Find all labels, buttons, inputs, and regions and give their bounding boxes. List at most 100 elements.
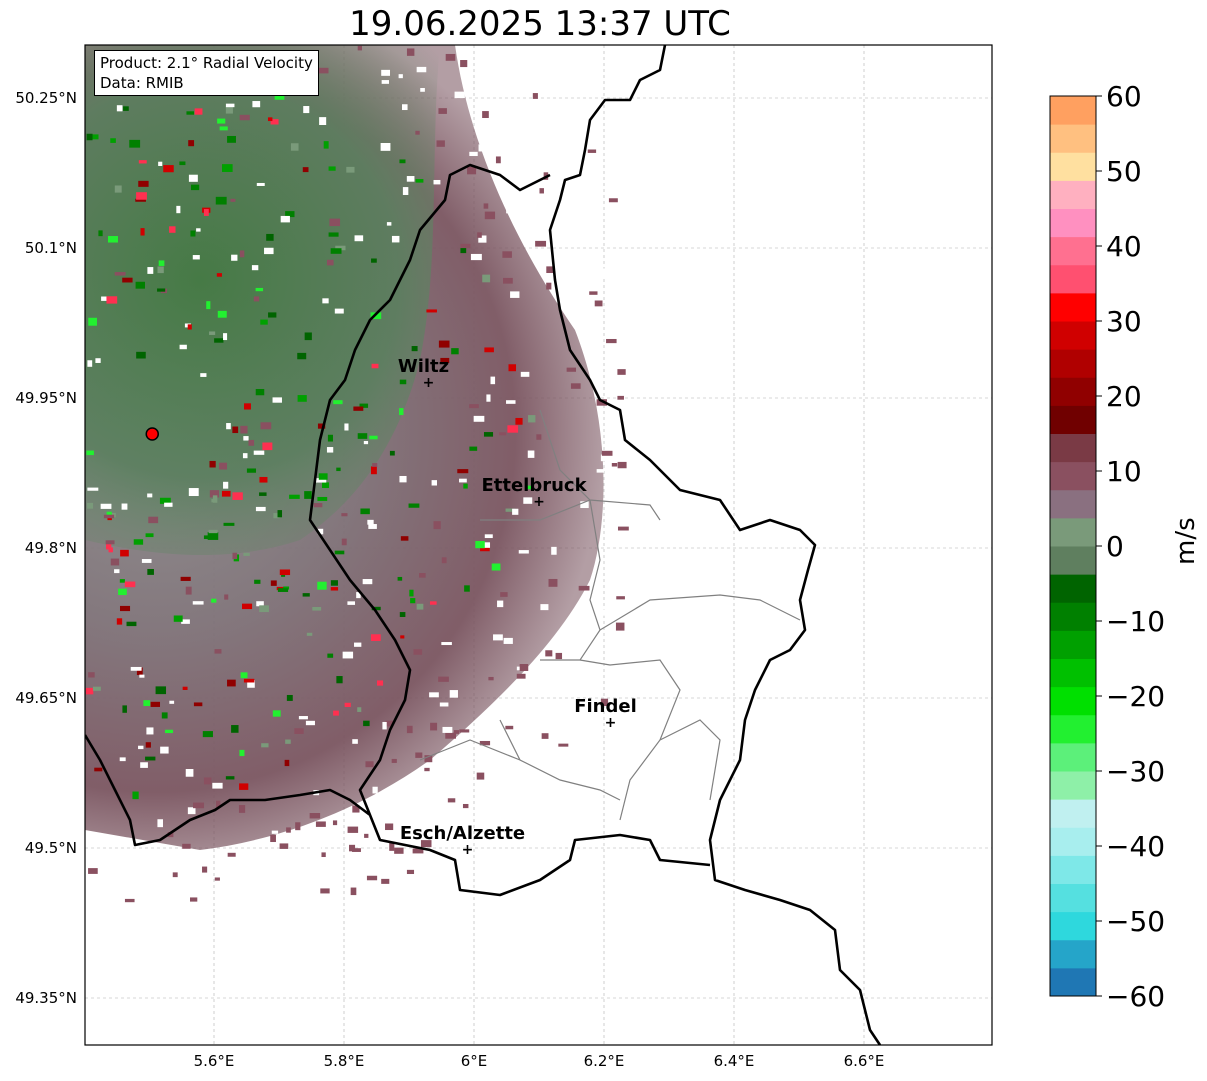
echo-pixel [167, 832, 174, 838]
echo-pixel [399, 612, 406, 617]
echo-pixel [240, 425, 248, 434]
echo-pixel [347, 826, 359, 833]
echo-pixel [333, 710, 339, 716]
echo-pixel [232, 492, 243, 500]
echo-pixel [317, 528, 324, 535]
echo-pixel [541, 733, 549, 739]
colorbar-segment [1050, 461, 1096, 491]
echo-pixel [188, 488, 199, 497]
colorbar-segment [1050, 827, 1096, 856]
echo-pixel [88, 317, 97, 326]
echo-pixel [515, 203, 523, 211]
echo-pixel [227, 852, 236, 857]
echo-pixel [214, 338, 224, 343]
echo-pixel [163, 165, 174, 173]
colorbar-segment [1050, 96, 1096, 125]
lat-tick-label: 49.95°N [15, 389, 77, 407]
echo-pixel [216, 273, 222, 277]
colorbar-segment [1050, 433, 1096, 463]
echo-pixel [389, 832, 395, 837]
echo-pixel [433, 521, 441, 530]
echo-pixel [187, 807, 196, 815]
colorbar-segment [1050, 855, 1096, 884]
echo-pixel [259, 605, 269, 613]
echo-pixel [317, 67, 329, 74]
echo-pixel [206, 301, 211, 310]
echo-pixel [495, 156, 501, 164]
echo-pixel [225, 776, 235, 780]
colorbar-unit-label: m/s [1171, 517, 1201, 565]
echo-pixel [150, 701, 161, 707]
echo-pixel [397, 576, 403, 581]
echo-pixel [192, 601, 204, 605]
echo-pixel [129, 139, 141, 148]
echo-pixel [352, 805, 360, 813]
city-label: Ettelbruck [481, 475, 587, 496]
echo-pixel [548, 578, 558, 587]
echo-pixel [440, 357, 450, 364]
echo-pixel [462, 803, 469, 809]
echo-pixel [488, 676, 494, 681]
echo-pixel [493, 634, 503, 641]
echo-pixel [286, 694, 293, 701]
echo-pixel [479, 740, 491, 746]
echo-pixel [441, 642, 452, 646]
colorbar-tick-label: 20 [1106, 380, 1142, 413]
echo-pixel [218, 462, 228, 470]
echo-pixel [478, 235, 487, 243]
echo-pixel [311, 845, 321, 853]
echo-pixel [88, 672, 95, 678]
echo-pixel [382, 721, 387, 730]
echo-pixel [430, 722, 438, 731]
echo-pixel [173, 615, 183, 622]
echo-pixel [259, 476, 268, 483]
echo-pixel [406, 176, 415, 182]
echo-pixel [454, 812, 460, 819]
echo-pixel [209, 490, 220, 498]
echo-pixel [412, 785, 420, 791]
lon-tick-labels: 5.6°E 5.8°E 6°E 6.2°E 6.4°E 6.6°E [194, 1052, 885, 1070]
echo-pixel [482, 274, 491, 283]
echo-pixel [469, 446, 478, 451]
echo-pixel [140, 228, 145, 236]
echo-pixel [214, 649, 222, 654]
colorbar-tick-label: −10 [1106, 605, 1165, 638]
echo-pixel [431, 480, 438, 486]
colorbar-segment [1050, 602, 1096, 631]
echo-pixel [196, 228, 201, 232]
echo-pixel [535, 240, 547, 247]
echo-pixel [408, 503, 420, 508]
echo-pixel [442, 726, 453, 733]
echo-pixel [330, 248, 342, 254]
colorbar [1049, 95, 1097, 997]
echo-pixel [580, 501, 589, 509]
echo-pixel [253, 450, 265, 455]
echo-pixel [460, 60, 468, 68]
echo-pixel [362, 579, 373, 585]
echo-pixel [260, 422, 272, 430]
echo-pixel [302, 593, 310, 597]
echo-pixel [94, 767, 103, 772]
echo-pixel [203, 535, 215, 540]
echo-pixel [489, 90, 499, 96]
echo-pixel [139, 674, 145, 678]
echo-pixel [260, 319, 268, 325]
echo-pixel [188, 174, 198, 182]
colorbar-segment [1050, 714, 1096, 744]
echo-pixel [114, 569, 120, 574]
echo-pixel [161, 712, 168, 719]
echo-pixel [347, 601, 356, 605]
echo-pixel [267, 117, 273, 122]
colorbar-segment [1050, 349, 1096, 378]
echo-pixel [439, 702, 449, 707]
colorbar-segment [1050, 799, 1096, 828]
echo-pixel [141, 559, 152, 563]
colorbar-tick-label: 50 [1106, 155, 1142, 188]
echo-pixel [402, 187, 409, 195]
colorbar-tick-label: −50 [1106, 905, 1165, 938]
echo-pixel [272, 397, 282, 403]
echo-pixel [411, 346, 418, 352]
echo-pixel [164, 502, 173, 507]
echo-pixel [253, 296, 260, 302]
